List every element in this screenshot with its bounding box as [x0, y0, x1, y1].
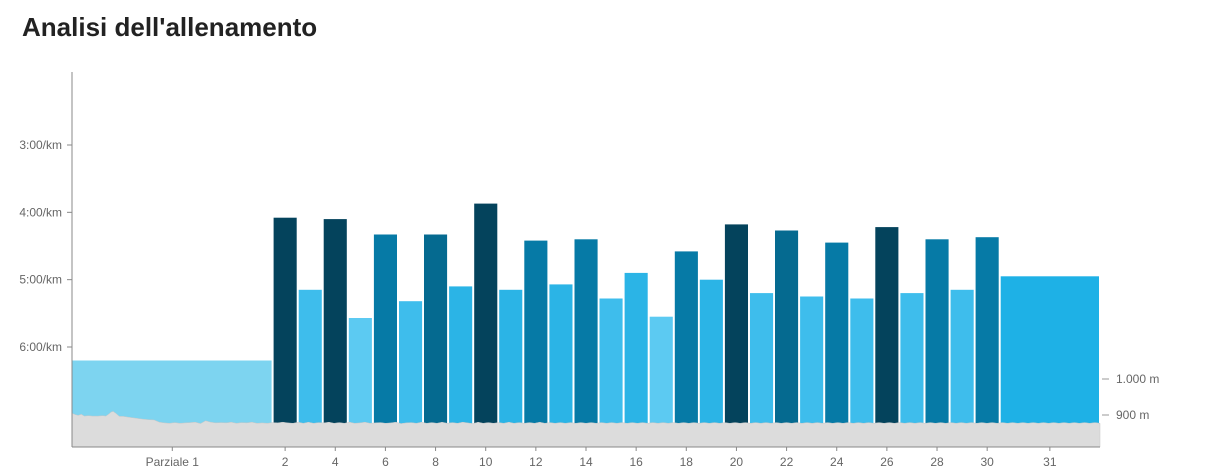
- x-tick-label: 24: [830, 455, 844, 469]
- y-tick-label: 6:00/km: [19, 340, 62, 354]
- bars-layer: [72, 203, 1099, 444]
- split-bar-30[interactable]: [975, 237, 999, 443]
- x-tick-label: 14: [579, 455, 593, 469]
- elevation-tick-label: 1.000 m: [1116, 372, 1159, 386]
- split-bar-18[interactable]: [674, 251, 698, 443]
- elevation-layer: [71, 411, 1101, 448]
- split-bar-31[interactable]: [1000, 276, 1099, 443]
- x-tick-label: 12: [529, 455, 543, 469]
- y-tick-label: 4:00/km: [19, 205, 62, 219]
- x-tick-label: 31: [1043, 455, 1057, 469]
- x-tick-label: 2: [282, 455, 289, 469]
- x-tick-label: 18: [680, 455, 694, 469]
- split-bar-11[interactable]: [499, 289, 523, 443]
- split-bar-21[interactable]: [750, 293, 774, 443]
- split-bar-7[interactable]: [399, 301, 423, 443]
- elevation-tick-label: 900 m: [1116, 408, 1149, 422]
- x-tick-label: 16: [629, 455, 643, 469]
- split-bar-8[interactable]: [424, 234, 448, 444]
- split-bar-19[interactable]: [699, 279, 723, 443]
- x-tick-label: 6: [382, 455, 389, 469]
- split-bar-27[interactable]: [900, 293, 924, 443]
- split-bar-15[interactable]: [599, 298, 623, 444]
- split-bar-20[interactable]: [724, 224, 748, 443]
- split-bar-28[interactable]: [925, 239, 949, 443]
- split-bar-23[interactable]: [800, 296, 824, 444]
- x-tick-label: 8: [432, 455, 439, 469]
- axes-layer: 3:00/km 4:00/km 5:00/km 6:00/km 1.000 m 900 m…: [19, 72, 1159, 469]
- x-tick-label: 22: [780, 455, 794, 469]
- split-bar-4[interactable]: [323, 219, 347, 443]
- split-bar-10[interactable]: [474, 203, 498, 443]
- split-bar-6[interactable]: [373, 234, 397, 444]
- x-tick-label: 28: [930, 455, 944, 469]
- split-bar-2[interactable]: [273, 217, 297, 443]
- split-bar-3[interactable]: [298, 289, 322, 443]
- split-bar-25[interactable]: [850, 298, 874, 444]
- x-tick-label: 20: [730, 455, 744, 469]
- split-bar-26[interactable]: [875, 227, 899, 443]
- x-tick-label: Parziale 1: [146, 455, 200, 469]
- x-tick-label: 30: [980, 455, 994, 469]
- x-tick-label: 26: [880, 455, 894, 469]
- y-tick-label: 5:00/km: [19, 273, 62, 287]
- split-bar-17[interactable]: [649, 316, 673, 443]
- split-bar-12[interactable]: [524, 240, 548, 443]
- split-bar-16[interactable]: [624, 272, 648, 443]
- x-tick-label: 4: [332, 455, 339, 469]
- split-bar-5[interactable]: [348, 318, 372, 443]
- split-bar-13[interactable]: [549, 284, 573, 443]
- split-bar-22[interactable]: [775, 230, 799, 444]
- split-bar-14[interactable]: [574, 239, 598, 443]
- y-tick-label: 3:00/km: [19, 138, 62, 152]
- split-bar-24[interactable]: [825, 242, 849, 443]
- page-title: Analisi dell'allenamento: [22, 12, 318, 42]
- split-bar-9[interactable]: [449, 286, 473, 443]
- x-tick-label: 10: [479, 455, 493, 469]
- elevation-area: [71, 411, 1101, 448]
- split-bar-29[interactable]: [950, 289, 974, 443]
